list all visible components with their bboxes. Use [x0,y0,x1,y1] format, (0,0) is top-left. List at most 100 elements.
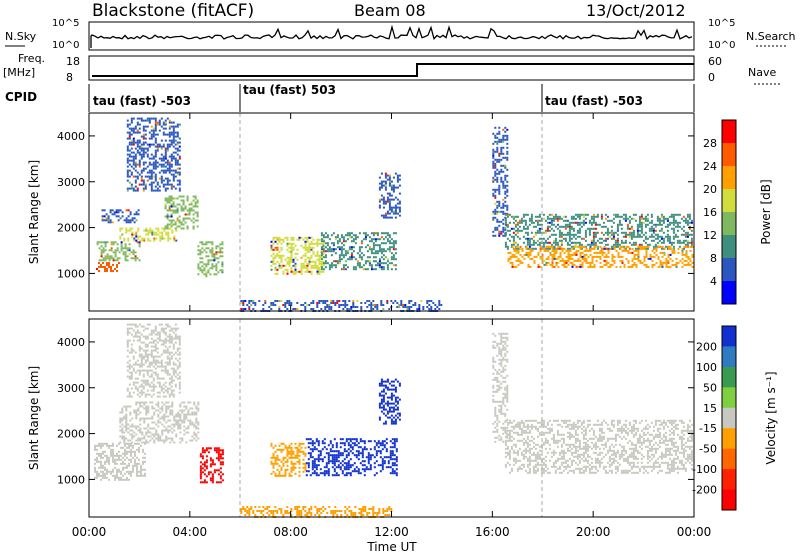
echo-cell [348,256,351,259]
echo-cell [502,218,505,221]
echo-cell [547,261,550,264]
echo-cell [392,302,395,304]
echo-cell [504,184,507,187]
echo-cell [166,325,169,328]
echo-cell [276,260,279,263]
echo-cell [562,237,565,240]
echo-cell [669,253,672,256]
echo-cell [142,135,145,138]
echo-cell [376,232,379,235]
echo-cell [430,308,433,310]
echo-cell [685,245,688,248]
echo-cell [288,456,291,459]
echo-cell [392,210,395,213]
echo-cell [201,467,204,470]
echo-cell [126,247,129,250]
echo-cell [270,264,273,267]
echo-cell [662,215,665,218]
echo-cell [576,223,579,226]
echo-cell [577,249,580,252]
echo-cell [174,143,177,146]
echo-cell [338,256,341,259]
echo-cell [176,209,179,212]
echo-cell [174,175,177,178]
echo-cell [176,359,179,362]
echo-cell [627,251,630,254]
echo-cell [152,189,155,192]
echo-cell [539,249,542,252]
echo-cell [136,363,139,366]
echo-cell [613,245,616,248]
echo-cell [164,157,167,160]
echo-cell [147,429,150,432]
echo-cell [575,249,578,252]
echo-cell [282,458,285,461]
echo-cell [526,225,529,228]
echo-cell [304,454,307,457]
echo-cell [298,442,301,445]
echo-cell [302,246,305,249]
echo-cell [316,244,319,247]
echo-cell [598,223,601,226]
echo-cell [348,300,351,302]
echo-cell [605,261,608,264]
echo-cell [339,442,342,445]
echo-cell [388,200,391,203]
echo-cell [126,343,129,346]
echo-cell [156,381,159,384]
echo-cell [178,195,181,198]
echo-cell [372,304,375,306]
echo-cell [646,217,649,220]
echo-cell [161,423,164,426]
echo-cell [143,421,146,424]
echo-cell [157,413,160,416]
echo-cell [636,227,639,230]
echo-cell [688,241,691,244]
echo-cell [207,271,210,274]
echo-cell [653,255,656,258]
echo-cell [164,165,167,168]
echo-cell [559,253,562,256]
echo-cell [160,323,163,326]
echo-cell [284,304,287,306]
echo-cell [298,460,301,463]
echo-cell [172,133,175,136]
echo-cell [340,242,343,245]
echo-cell [123,237,126,240]
echo-cell [103,209,106,212]
echo-cell [164,161,167,164]
echo-cell [380,242,383,245]
echo-cell [498,188,501,191]
echo-cell [318,300,321,302]
echo-cell [666,239,669,242]
echo-cell [676,225,679,228]
echo-cell [109,219,112,222]
echo-cell [126,478,128,481]
echo-cell [580,225,583,228]
echo-cell [641,261,644,264]
echo-cell [398,210,401,213]
echo-cell [294,244,297,247]
echo-cell [138,450,140,453]
echo-cell [280,468,283,471]
echo-cell [164,365,167,368]
echo-cell [136,339,139,342]
echo-cell [342,300,345,302]
echo-cell [179,415,182,418]
echo-cell [136,329,139,332]
echo-cell [183,433,186,436]
echo-cell [646,247,649,250]
echo-cell [167,233,170,236]
echo-cell [146,175,149,178]
echo-cell [513,249,516,252]
echo-cell [163,417,166,420]
echo-cell [434,308,437,310]
echo-cell [129,211,132,214]
echo-cell [203,463,206,466]
echo-cell [616,241,619,244]
echo-cell [567,253,570,256]
echo-cell [688,217,691,220]
echo-cell [663,251,666,254]
echo-cell [592,219,595,222]
echo-cell [683,245,686,248]
